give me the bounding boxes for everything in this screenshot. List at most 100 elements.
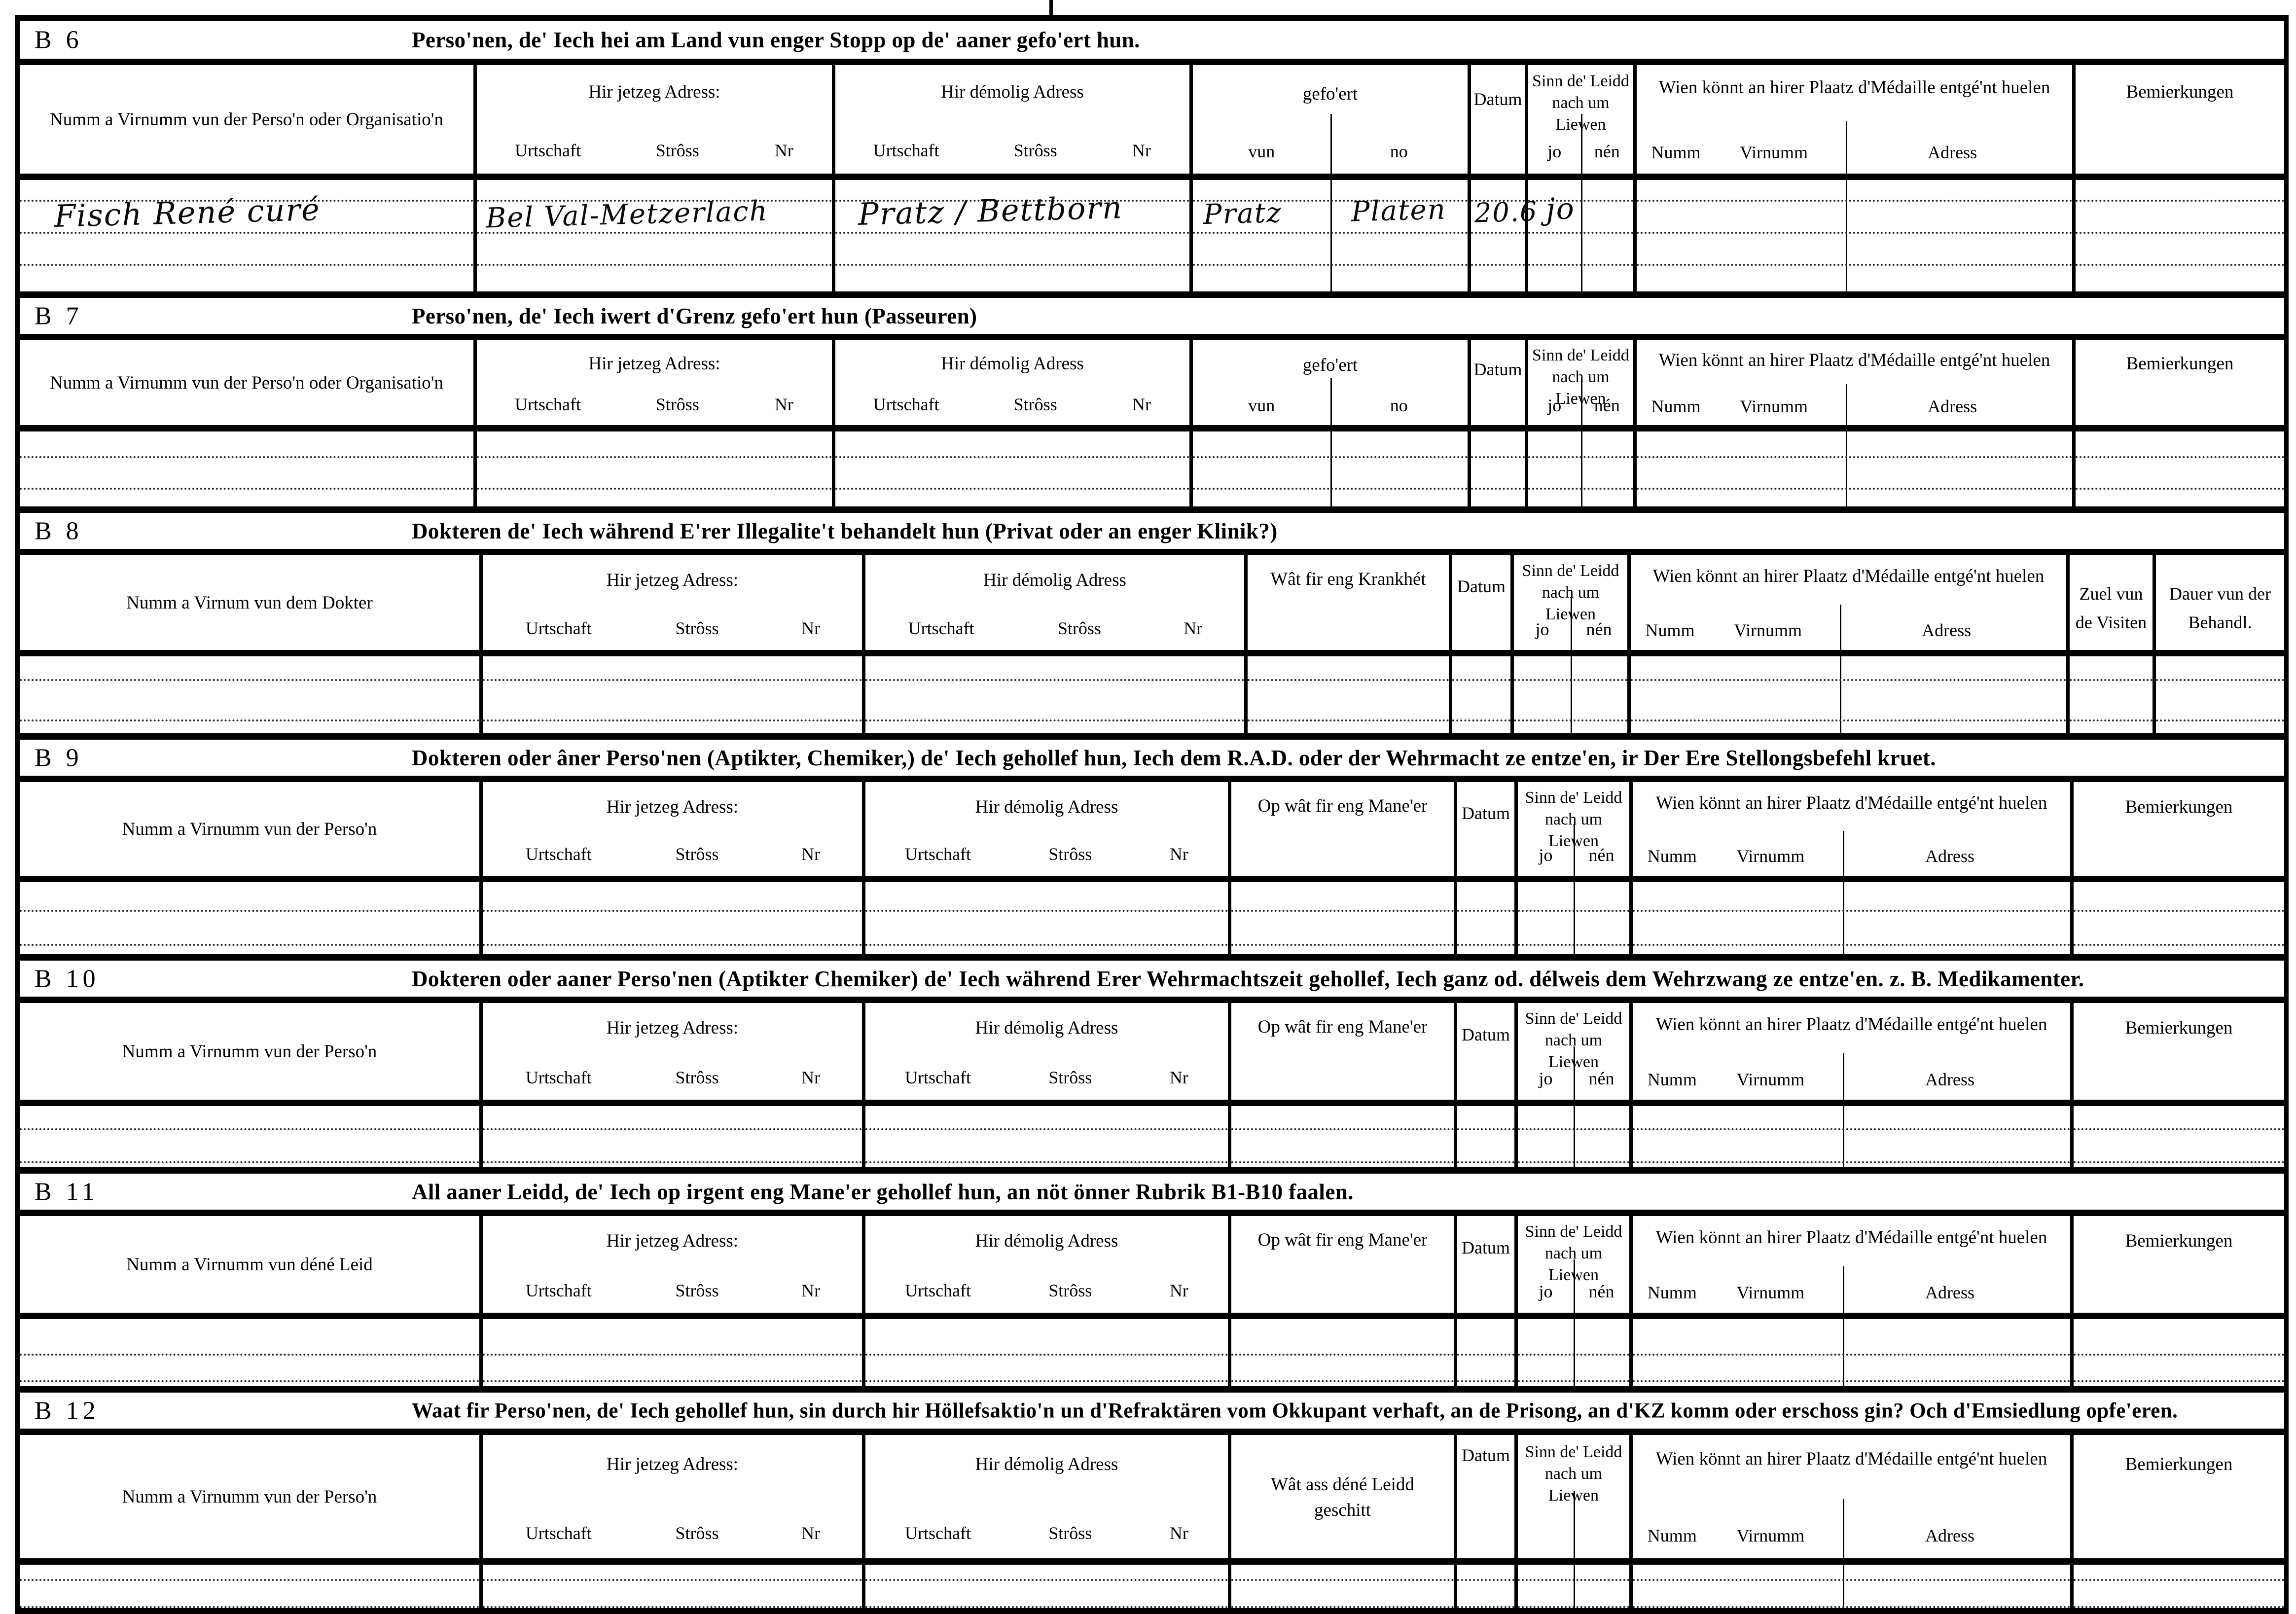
writing-line — [865, 681, 1244, 721]
writing-line — [20, 681, 479, 721]
sub-divider — [1330, 431, 1332, 506]
nr-label: Nr — [1169, 1523, 1188, 1543]
writing-line — [1631, 681, 2066, 721]
data-cell — [862, 1106, 1228, 1167]
col-alive: Sinn de' Leidd nach um Liewen jo nén — [1525, 340, 1633, 425]
illness-label: Wât fir eng Krankhét — [1270, 569, 1426, 589]
datum-label: Datum — [1462, 803, 1510, 823]
data-cell — [479, 656, 862, 733]
col-address-now: Hir jetzeg Adress: Urtschaft Strôss Nr — [479, 1216, 862, 1313]
sub-divider — [1330, 180, 1332, 291]
writing-line — [483, 1581, 862, 1608]
col-medal: Wien könnt an hirer Plaatz d'Médaille en… — [1629, 1435, 2070, 1558]
writing-line — [2074, 1106, 2284, 1130]
form-table: B 6 Perso'nen, de' Iech hei am Land vun … — [15, 15, 2289, 1614]
divider — [20, 59, 2284, 65]
col-manner: Op wât fir eng Mane'er — [1228, 1216, 1454, 1313]
fold-mark — [1049, 0, 1053, 16]
no-label: no — [1390, 395, 1408, 416]
col-datum: Datum — [1454, 1003, 1514, 1100]
writing-line — [2076, 180, 2284, 202]
writing-line — [1231, 882, 1454, 912]
col-address-former: Hir démolig Adress Urtschaft Strôss Nr — [832, 340, 1189, 425]
writing-line — [483, 1130, 862, 1163]
col-remarks: Bemierkungen — [2072, 65, 2284, 174]
writing-line — [1637, 431, 2072, 458]
writing-line — [483, 1356, 862, 1382]
writing-line — [477, 458, 832, 490]
adress-label: Adress — [1925, 846, 1975, 866]
section-title: Waat fir Perso'nen, de' Iech gehollef hu… — [412, 1399, 2178, 1422]
col-name-label: Numm a Virnumm vun déné Leid — [126, 1254, 373, 1275]
writing-line — [1231, 1565, 1454, 1581]
writing-line — [1518, 1130, 1629, 1163]
medal-label: Wien könnt an hirer Plaatz d'Médaille en… — [1652, 566, 2045, 587]
address-now-label: Hir jetzeg Adress: — [606, 1454, 739, 1474]
nen-label: nén — [1588, 845, 1614, 865]
sub-divider — [1574, 1490, 1575, 1558]
section-number: B 9 — [35, 744, 83, 772]
col-illness: Wât fir eng Krankhét — [1244, 555, 1449, 650]
data-cell — [473, 180, 832, 291]
address-former-label: Hir démolig Adress — [975, 1231, 1118, 1252]
writing-line — [1457, 1356, 1514, 1382]
col-address-now: Hir jetzeg Adress: Urtschaft Strôss Nr — [479, 1003, 862, 1100]
data-cell — [2152, 656, 2284, 733]
writing-line — [1633, 912, 2070, 946]
numm-label: Numm — [1647, 1283, 1697, 1303]
adress-label: Adress — [1928, 143, 1977, 162]
b6-data-rows: Fisch René curé Bel Val-Metzerlach Pratz… — [20, 180, 2284, 291]
writing-line — [20, 234, 473, 266]
sub-divider — [1845, 384, 1847, 425]
sub-divider — [1580, 431, 1582, 506]
writing-line — [865, 912, 1228, 946]
writing-line — [20, 1106, 479, 1130]
duration-label: Dauer vun der Behandl. — [2169, 583, 2271, 632]
nr-label: Nr — [801, 1068, 821, 1088]
writing-line — [20, 1130, 479, 1163]
divider — [20, 1167, 2284, 1174]
no-label: no — [1390, 141, 1408, 161]
divider — [20, 425, 2284, 431]
writing-line — [483, 912, 862, 946]
sub-divider — [1842, 1266, 1844, 1313]
col-alive: Sinn de' Leidd nach um Liewen jo nén — [1514, 1216, 1629, 1313]
sub-divider — [1574, 824, 1575, 876]
divider — [20, 1100, 2284, 1106]
sub-divider — [1842, 1319, 1844, 1386]
writing-line — [477, 234, 832, 266]
writing-line — [1452, 656, 1510, 681]
section-b8-title-row: B 8 Dokteren de' Iech während E'rer Ille… — [20, 513, 2284, 549]
sub-divider — [1574, 1106, 1575, 1167]
datum-label: Datum — [1462, 1025, 1510, 1045]
data-cell — [1189, 431, 1468, 506]
data-cell — [473, 431, 832, 506]
sub-divider — [1839, 656, 1841, 733]
stross-label: Strôss — [655, 140, 699, 160]
datum-label: Datum — [1473, 89, 1522, 109]
data-cell — [20, 1565, 479, 1608]
col-gefoert: gefo'ert vun no — [1189, 340, 1468, 425]
writing-line — [20, 431, 473, 458]
nr-label: Nr — [1169, 1068, 1188, 1088]
writing-line — [1528, 431, 1633, 458]
nen-label: nén — [1594, 395, 1620, 416]
col-datum: Datum — [1449, 555, 1510, 650]
col-name: Numm a Virnum vun dem Dokter — [20, 555, 479, 650]
sub-divider — [1330, 378, 1332, 425]
sub-divider — [1574, 1565, 1575, 1608]
stross-label: Strôss — [1057, 618, 1101, 638]
data-cell — [2066, 656, 2152, 733]
col-manner: Op wât fir eng Mane'er — [1228, 782, 1454, 876]
writing-line — [1633, 1581, 2070, 1608]
b10-data-rows — [20, 1106, 2284, 1167]
data-cell — [2070, 882, 2284, 954]
section-b11-title-row: B 11 All aaner Leidd, de' Iech op irgent… — [20, 1174, 2284, 1210]
writing-line — [20, 1565, 479, 1581]
data-cell — [1525, 431, 1633, 506]
divider — [20, 650, 2284, 656]
data-cell — [1633, 431, 2072, 506]
data-cell — [20, 180, 473, 291]
writing-line — [1457, 912, 1514, 946]
